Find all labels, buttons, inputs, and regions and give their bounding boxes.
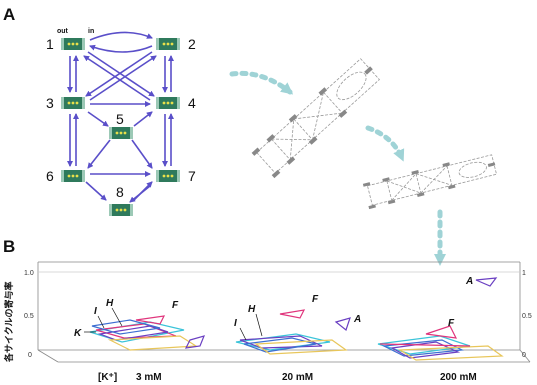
state-6-channel bbox=[61, 170, 85, 182]
cycle-label-i-2: I bbox=[234, 318, 237, 329]
cycle-label-a-3: A bbox=[465, 276, 473, 287]
condition-200mm: 200 mM bbox=[440, 372, 477, 383]
panel-a-letter: A bbox=[3, 5, 15, 24]
flow-arrows bbox=[229, 70, 446, 266]
leader-lines-3mm bbox=[84, 307, 123, 333]
cycles-200mm bbox=[377, 277, 504, 361]
state-label-3: 3 bbox=[46, 95, 54, 111]
state-label-7: 7 bbox=[188, 168, 196, 184]
state-8-channel bbox=[109, 204, 133, 216]
y-axis-label: 各サイクルの寄与率 bbox=[3, 281, 14, 363]
leader-lines-20mm bbox=[239, 313, 263, 341]
state-1-channel bbox=[61, 38, 85, 50]
cycle-label-a-2: A bbox=[353, 314, 361, 325]
cycle-label-f-1: F bbox=[172, 300, 179, 311]
y-tick-right-0: 0 bbox=[522, 352, 526, 359]
y-tick-right-05: 0.5 bbox=[522, 313, 532, 320]
state-network: 1 2 3 4 5 6 7 8 bbox=[46, 31, 196, 216]
state-2-channel bbox=[156, 38, 180, 50]
x-prefix-label: [K⁺] bbox=[98, 372, 117, 383]
y-tick-left-0: 0 bbox=[28, 352, 32, 359]
state-7-channel bbox=[156, 170, 180, 182]
rotated-network-2 bbox=[362, 154, 498, 210]
y-tick-right-1: 1 bbox=[522, 270, 526, 277]
condition-20mm: 20 mM bbox=[282, 372, 313, 383]
state-5-channel bbox=[109, 127, 133, 139]
in-label: in bbox=[88, 28, 94, 35]
cycle-label-f-2: F bbox=[312, 294, 319, 305]
state-label-5: 5 bbox=[116, 111, 124, 127]
state-4-channel bbox=[156, 97, 180, 109]
cycle-label-k: K bbox=[74, 328, 82, 339]
cycle-label-i-1: I bbox=[94, 306, 97, 317]
cycle-label-h-1: H bbox=[106, 298, 114, 309]
state-label-2: 2 bbox=[188, 36, 196, 52]
rotated-network-1 bbox=[251, 58, 380, 179]
state-3-channel bbox=[61, 97, 85, 109]
y-tick-left-05: 0.5 bbox=[24, 313, 34, 320]
condition-3mm: 3 mM bbox=[136, 372, 162, 383]
state-label-4: 4 bbox=[188, 95, 196, 111]
cycles-20mm bbox=[235, 309, 351, 355]
cycles-3mm bbox=[89, 315, 206, 351]
out-label: out bbox=[57, 28, 69, 35]
y-tick-left-1: 1.0 bbox=[24, 270, 34, 277]
state-label-6: 6 bbox=[46, 168, 54, 184]
cycle-label-f-3: F bbox=[448, 318, 455, 329]
cycle-label-h-2: H bbox=[248, 304, 256, 315]
state-label-1: 1 bbox=[46, 36, 54, 52]
panel-b-letter: B bbox=[3, 237, 15, 256]
state-label-8: 8 bbox=[116, 184, 124, 200]
